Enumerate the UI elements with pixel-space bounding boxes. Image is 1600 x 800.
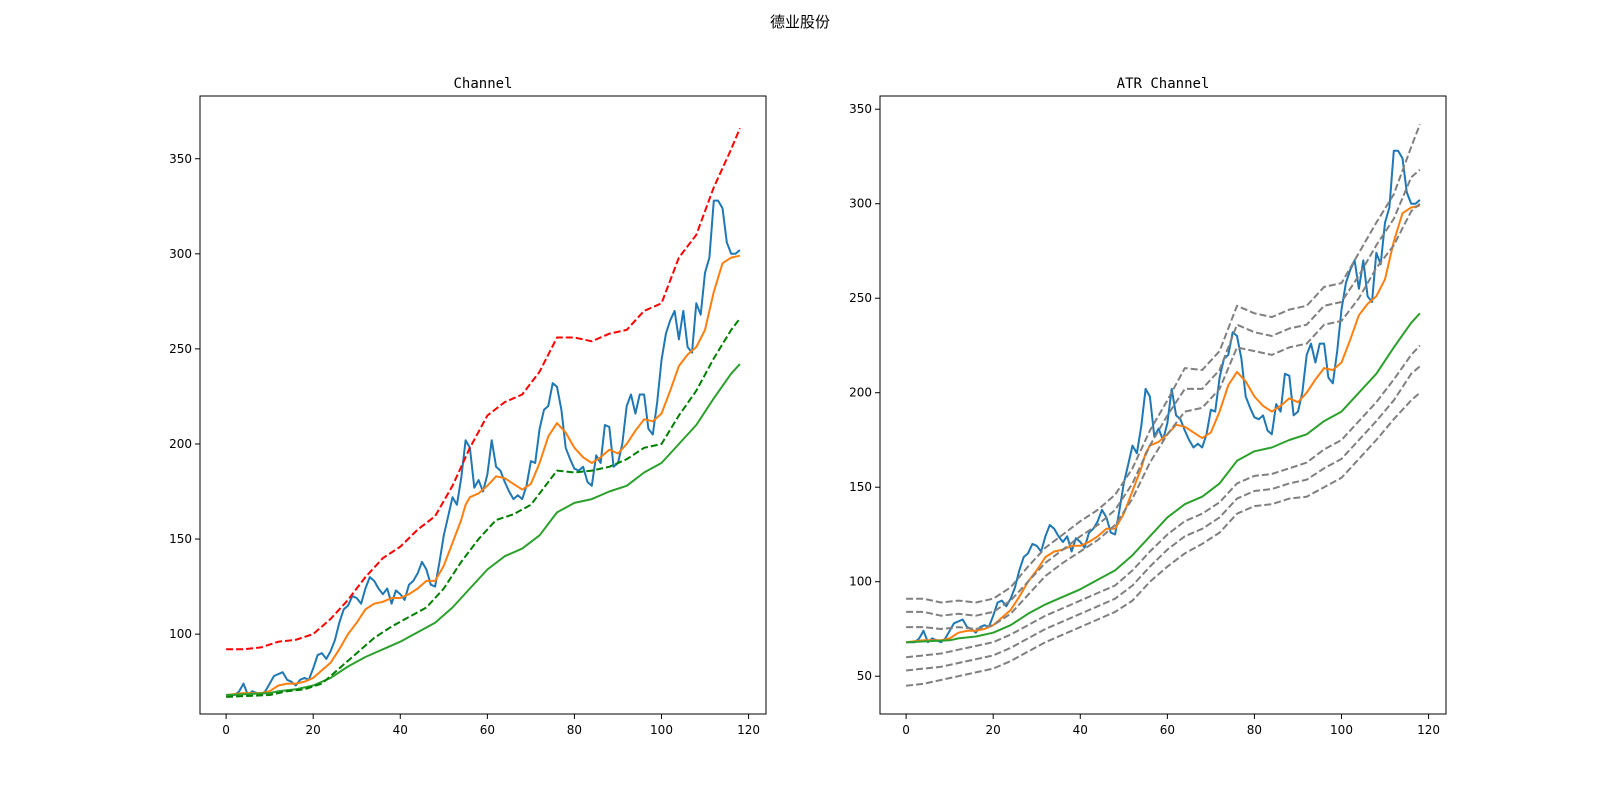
channel-series-0 [226, 199, 741, 696]
atr-channel-y-tick-label: 350 [849, 102, 872, 116]
channel-x-tick-label: 120 [737, 723, 760, 737]
channel-title: Channel [453, 76, 512, 92]
channel-panel: Channel 0 20 40 60 80 100 120 100 150 200 250 300 350 [169, 76, 767, 737]
channel-series-3 [226, 127, 741, 651]
atr-channel-axes-frame [879, 95, 1447, 715]
channel-x-tick-label: 40 [393, 723, 408, 737]
atr-channel-x-tick-label: 60 [1160, 723, 1175, 737]
channel-y-tick-label: 350 [169, 152, 192, 166]
atr-channel-series-7 [905, 365, 1421, 672]
atr-channel-series-8 [905, 391, 1421, 687]
channel-y-tick-label: 300 [169, 247, 192, 261]
channel-x-tick-label: 0 [222, 723, 230, 737]
atr-channel-y-tick-label: 50 [857, 669, 872, 683]
channel-series-1 [225, 254, 741, 696]
atr-channel-y-tick-label: 200 [849, 386, 872, 400]
atr-channel-panel: ATR Channel 0 20 40 60 80 100 120 50 100 150 200 250… [849, 76, 1447, 737]
channel-y-tick-label: 250 [169, 342, 192, 356]
channel-x-tick-label: 60 [480, 723, 495, 737]
atr-channel-series-2 [906, 312, 1421, 644]
atr-channel-series-3 [906, 123, 1421, 604]
atr-channel-x-tick-label: 120 [1417, 723, 1440, 737]
atr-channel-x-tick-label: 100 [1330, 723, 1353, 737]
atr-channel-y-tick-label: 150 [849, 480, 872, 494]
atr-channel-y-tick-label: 300 [849, 197, 872, 211]
channel-x-tick-label: 20 [306, 723, 321, 737]
atr-channel-series-0 [906, 149, 1421, 644]
atr-channel-x-tick-label: 20 [986, 723, 1001, 737]
figure-title: 德业股份 [770, 13, 830, 31]
channel-x-tick-label: 100 [650, 723, 673, 737]
atr-channel-y-tick-label: 250 [849, 291, 872, 305]
channel-series-2 [226, 363, 741, 696]
atr-channel-x-tick-label: 40 [1073, 723, 1088, 737]
channel-y-tick-label: 100 [169, 627, 192, 641]
atr-channel-series-4 [906, 168, 1421, 617]
atr-channel-series-5 [906, 202, 1421, 630]
channel-y-tick-label: 150 [169, 532, 192, 546]
channel-series-4 [226, 317, 741, 698]
atr-channel-x-tick-label: 80 [1247, 723, 1262, 737]
atr-channel-y-tick-label: 100 [849, 575, 872, 589]
atr-channel-x-tick-label: 0 [902, 723, 910, 737]
channel-axes-frame [199, 95, 767, 715]
atr-channel-series-6 [905, 344, 1421, 659]
channel-x-tick-label: 80 [567, 723, 582, 737]
atr-channel-title: ATR Channel [1117, 76, 1210, 92]
channel-y-tick-label: 200 [169, 437, 192, 451]
